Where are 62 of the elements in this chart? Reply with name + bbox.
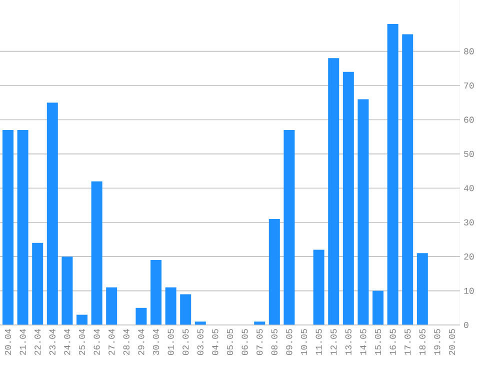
y-tick-label: 40 [464,185,474,192]
x-tick-label: 24.04 [64,329,70,355]
x-tick-label: 08.05 [271,329,278,355]
bar [387,24,398,325]
bar [268,218,280,325]
x-tick-label: 16.05 [390,329,396,355]
bar [106,287,118,325]
y-tick-label: 60 [464,116,474,123]
bar [402,34,414,325]
x-tick-label: 23.04 [49,329,56,355]
x-tick-label: 20.05 [448,329,456,355]
y-tick-label: 30 [464,219,474,226]
x-tick-label: 18.05 [419,329,426,355]
x-tick-label: 11.05 [316,329,322,355]
bar [342,72,354,325]
bar [62,256,73,325]
x-tick-label: 17.05 [404,329,411,355]
x-tick-label: 07.05 [256,329,263,355]
y-tick-label: 80 [464,48,474,54]
bar [76,314,88,325]
bar [2,130,14,325]
bar [136,308,147,325]
bar [46,102,58,325]
y-tick-label: 20 [464,254,474,260]
x-tick-label: 04.05 [212,329,218,355]
x-tick-label: 12.05 [330,329,337,355]
x-tick-label: 20.04 [4,329,12,355]
x-tick-label: 15.05 [374,329,382,355]
y-tick-label: 50 [464,150,474,158]
y-tick-label: 10 [464,288,474,294]
bar [372,290,384,325]
bar [416,253,428,325]
bar [150,260,162,325]
x-tick-label: 13.05 [345,329,352,355]
x-tick-label: 30.04 [152,329,160,355]
x-tick-label: 28.04 [123,329,130,355]
x-tick-label: 26.04 [94,329,100,355]
bar [358,99,369,325]
x-tick-label: 29.04 [138,329,144,355]
bar [313,250,324,325]
x-tick-label: 21.04 [20,329,26,355]
x-tick-label: 05.05 [226,329,234,355]
x-tick-label: 27.04 [108,329,115,355]
x-tick-label: 25.04 [78,329,86,355]
bar [17,130,28,325]
bar [328,58,340,325]
y-tick-label: 0 [464,322,468,328]
bar [180,294,192,325]
x-tick-label: 02.05 [182,329,189,355]
bar [284,130,295,325]
x-tick-label: 19.05 [434,329,440,355]
x-tick-label: 10.05 [300,329,308,355]
x-tick-label: 03.05 [197,329,204,355]
x-tick-label: 14.05 [360,329,366,355]
bar [165,287,176,325]
bar [32,242,44,325]
y-tick-label: 70 [464,82,474,89]
x-tick-label: 09.05 [286,329,292,355]
x-tick-label: 22.04 [34,329,41,355]
x-tick-label: 01.05 [168,329,174,355]
x-tick-label: 06.05 [242,329,248,355]
bar [91,181,102,325]
